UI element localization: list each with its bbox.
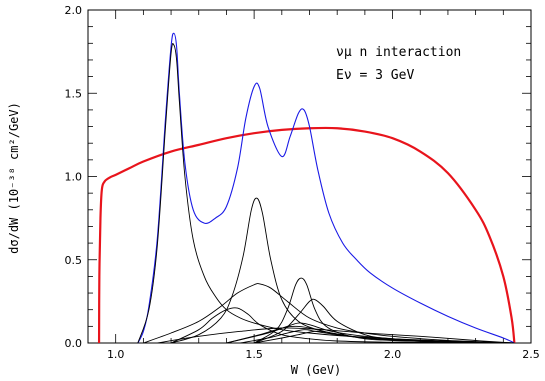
x-tick-label: 1.5 <box>245 348 263 361</box>
series-line-component-4 <box>143 283 515 344</box>
series-line-component-11 <box>254 330 515 344</box>
series-line-component-8 <box>226 322 515 344</box>
y-tick-label: 1.5 <box>65 87 83 100</box>
y-axis-label: dσ/dW (10⁻³⁸ cm²/GeV) <box>7 102 21 254</box>
series-line-component-6 <box>253 277 515 344</box>
y-tick-label: 0.0 <box>65 337 83 350</box>
y-tick-label: 1.0 <box>65 171 83 184</box>
y-tick-label: 2.0 <box>65 4 83 17</box>
series-line-component-5 <box>170 307 515 344</box>
series-line-component-12 <box>157 327 515 344</box>
series-line-blue <box>137 32 515 344</box>
x-tick-label: 2.0 <box>384 348 402 361</box>
annotation-energy: Eν = 3 GeV <box>336 68 414 83</box>
x-tick-label: 2.5 <box>522 348 540 361</box>
series-line-component-3 <box>170 197 515 344</box>
y-tick-label: 0.5 <box>65 254 83 267</box>
annotation-nu-mu: νμ n interaction <box>336 45 461 60</box>
axis-ticks: 1.0 1.5 2.0 2.5 0.0 0.5 1.0 1.5 2.0 <box>65 4 540 361</box>
x-axis-label: W (GeV) <box>291 363 342 377</box>
series-line-red <box>97 126 516 344</box>
annotation-interaction: νμ n interaction <box>336 45 461 60</box>
series-lines <box>97 32 516 344</box>
annotation-e-nu: Eν = 3 GeV <box>336 68 414 83</box>
x-tick-label: 1.0 <box>107 348 125 361</box>
series-line-component-2 <box>137 43 515 344</box>
